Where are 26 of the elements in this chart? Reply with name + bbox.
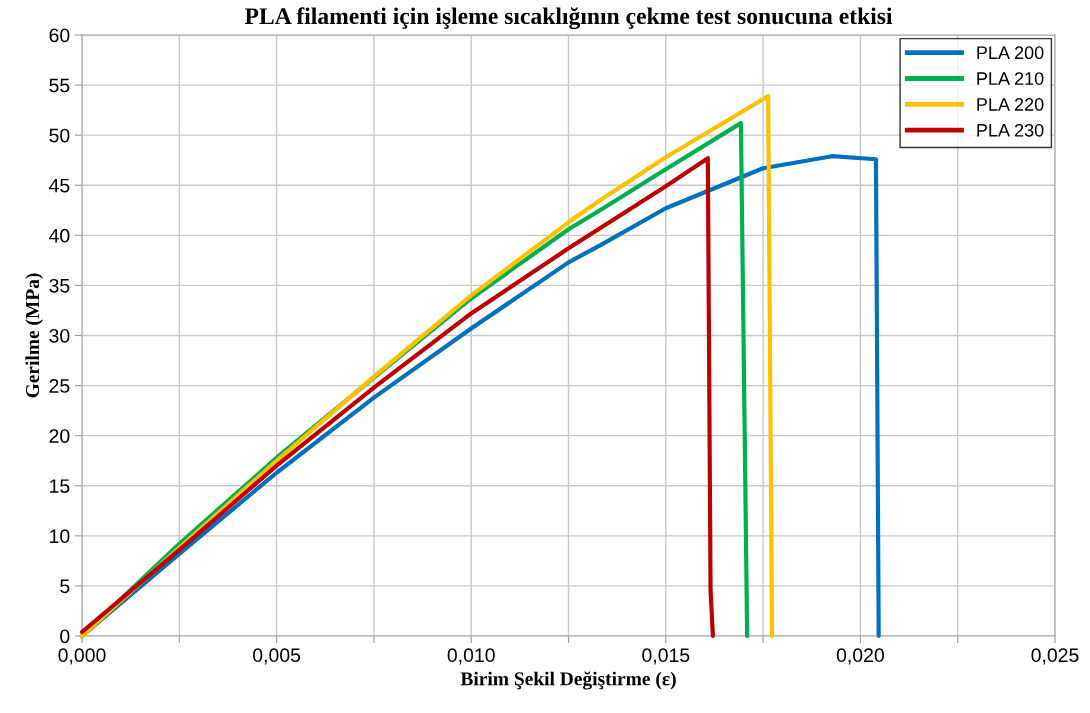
x-tick-label: 0,005 <box>253 648 301 665</box>
y-tick-label: 0 <box>60 629 70 644</box>
y-tick-label: 5 <box>60 579 70 594</box>
y-tick-label: 15 <box>50 479 70 493</box>
x-tick-label: 0,000 <box>58 648 106 665</box>
y-tick-label: 35 <box>49 278 70 293</box>
y-axis-title: Gerilme (MPa) <box>25 273 44 398</box>
y-tick-label: 20 <box>49 429 70 443</box>
x-axis-title: Birim Şekil Değiştirme (ε) <box>460 671 676 690</box>
y-tick-label: 30 <box>49 328 70 343</box>
y-tick-label: 50 <box>49 128 70 143</box>
x-tick-label: 0,015 <box>642 648 690 665</box>
legend-label: PLA 230 <box>977 123 1044 137</box>
x-tick-label: 0,025 <box>1031 648 1079 665</box>
y-tick-label: 45 <box>49 178 70 193</box>
y-tick-label: 25 <box>49 379 70 393</box>
legend-label: PLA 200 <box>977 46 1044 60</box>
legend-label: PLA 210 <box>977 72 1044 85</box>
chart-title: PLA filamenti için işleme sıcaklığının çekme test sonucuna etkisi <box>244 7 893 30</box>
y-tick-label: 40 <box>49 228 70 243</box>
legend-label: PLA 220 <box>977 98 1044 111</box>
x-tick-label: 0,020 <box>836 648 884 665</box>
x-tick-label: 0,010 <box>447 648 495 665</box>
y-tick-label: 55 <box>49 78 70 93</box>
y-tick-label: 60 <box>49 28 70 43</box>
y-tick-label: 10 <box>50 529 70 544</box>
